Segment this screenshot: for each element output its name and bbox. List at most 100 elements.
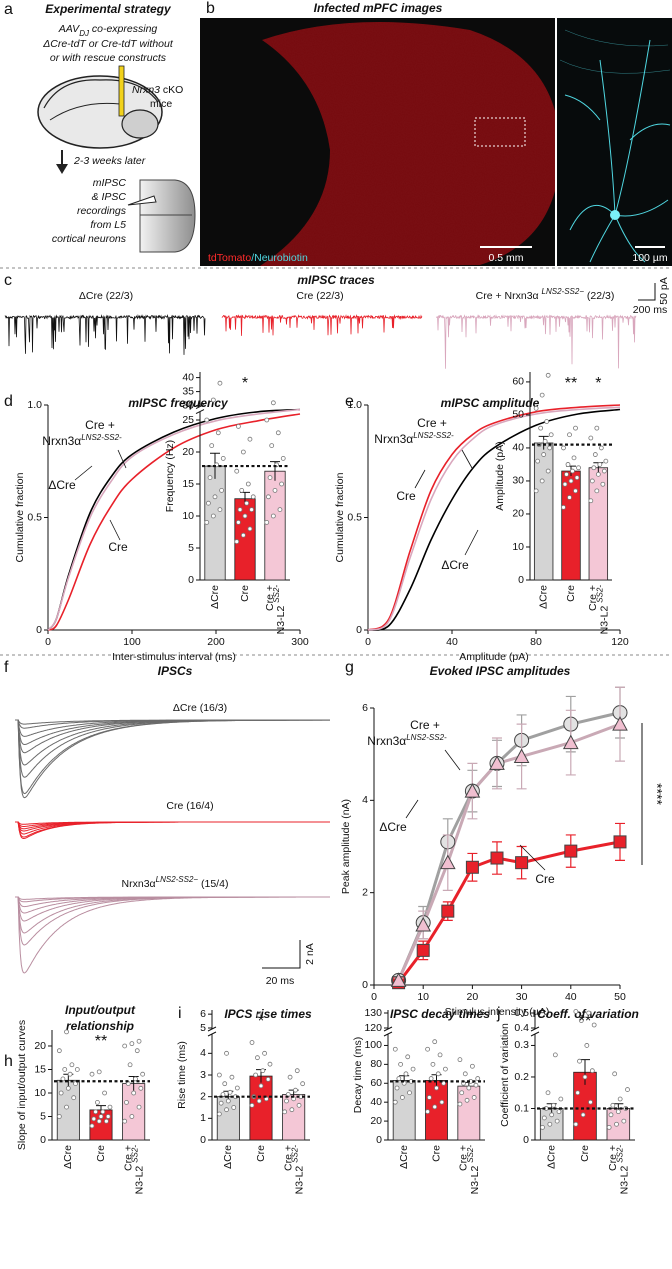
data-point bbox=[547, 1121, 553, 1127]
data-point bbox=[250, 494, 256, 500]
y-tick-label: 0 bbox=[362, 979, 368, 991]
data-point bbox=[405, 1054, 411, 1060]
x-tick-label: 50 bbox=[614, 991, 626, 1003]
y-tick-label: 0 bbox=[376, 1134, 382, 1146]
x-axis-label: Stimulus intensity (µA) bbox=[445, 1006, 550, 1018]
strategy-text: AAVDJ co-expressing bbox=[58, 23, 158, 38]
data-point bbox=[284, 1098, 289, 1104]
data-point bbox=[573, 488, 578, 494]
series-label: Cre + bbox=[410, 718, 440, 732]
series-line bbox=[47, 408, 301, 631]
data-point bbox=[235, 520, 241, 525]
series-line bbox=[397, 711, 621, 981]
data-point bbox=[96, 1069, 102, 1075]
series-label: Cre + bbox=[85, 418, 115, 432]
category-label-part: SS2- bbox=[130, 1145, 139, 1163]
chart-title: mIPSC frequency bbox=[128, 396, 229, 410]
category-label: Cre + bbox=[587, 585, 599, 611]
data-point bbox=[71, 1095, 77, 1101]
data-point bbox=[562, 481, 568, 487]
trace-label-part: LNS2-SS2− bbox=[156, 875, 199, 884]
y-tick-label: 60 bbox=[370, 1077, 382, 1089]
x-tick-label: 0 bbox=[365, 636, 371, 648]
y-tick-label: 1.0 bbox=[347, 399, 362, 411]
data-point bbox=[210, 513, 216, 519]
data-point bbox=[597, 462, 603, 467]
data-point bbox=[138, 1085, 144, 1091]
data-point bbox=[437, 1052, 443, 1058]
x-tick-label: 200 bbox=[207, 636, 225, 648]
data-point bbox=[122, 1043, 128, 1049]
x-tick-label: 10 bbox=[417, 991, 429, 1003]
category-label: Cre + bbox=[607, 1145, 619, 1171]
data-point bbox=[606, 1124, 612, 1130]
data-point bbox=[561, 445, 566, 451]
chart-title: Evoked IPSC amplitudes bbox=[430, 664, 571, 678]
ipsc-trace bbox=[15, 896, 330, 946]
schematic bbox=[37, 65, 196, 253]
data-point bbox=[533, 405, 539, 411]
data-point bbox=[122, 1118, 128, 1124]
data-point bbox=[255, 1055, 260, 1061]
data-point bbox=[102, 1090, 107, 1096]
category-label-part: N3-L2 bbox=[469, 1163, 481, 1195]
y-tick-label: 5 bbox=[200, 1022, 206, 1034]
data-point bbox=[265, 494, 271, 500]
bar bbox=[533, 442, 554, 581]
category-label: N3-L2 SS2- bbox=[465, 1145, 480, 1195]
data-point bbox=[545, 1090, 551, 1096]
y-tick-label: 30 bbox=[182, 399, 194, 411]
data-point bbox=[541, 452, 547, 457]
mipsc-trace bbox=[4, 314, 206, 355]
label-leader bbox=[461, 449, 473, 469]
data-point bbox=[217, 507, 223, 513]
data-point bbox=[398, 1061, 404, 1067]
data-point bbox=[240, 449, 246, 455]
y-tick-label: 0 bbox=[36, 624, 42, 636]
significance: * bbox=[595, 375, 601, 392]
strategy-text: ΔCre-tdT or Cre-tdT without bbox=[42, 38, 174, 50]
data-point bbox=[224, 1107, 229, 1113]
panel-letter: a bbox=[4, 1, 13, 18]
data-point bbox=[441, 1080, 447, 1086]
data-point bbox=[220, 455, 226, 461]
data-point bbox=[107, 1104, 113, 1110]
category-label: N3-L2 SS2- bbox=[595, 585, 610, 635]
category-label: Cre bbox=[579, 1145, 591, 1162]
data-point bbox=[134, 1048, 140, 1054]
data-point bbox=[565, 462, 571, 467]
y-tick-label: 0.5 bbox=[27, 511, 42, 523]
data-point bbox=[91, 1116, 97, 1122]
data-point bbox=[575, 1090, 581, 1096]
x-tick-label: 80 bbox=[530, 636, 542, 648]
series-label-part: Nrxn3α bbox=[374, 432, 413, 446]
axis-break bbox=[383, 1026, 393, 1037]
trace-label-part: Cre + Nrxn3α bbox=[476, 290, 542, 302]
y-tick-label: 25 bbox=[182, 414, 194, 426]
data-point bbox=[561, 504, 566, 510]
data-point bbox=[220, 1092, 226, 1097]
series-label-part: LNS2-SS2- bbox=[406, 733, 447, 742]
panel-letter: f bbox=[4, 659, 9, 676]
data-point bbox=[425, 1046, 431, 1052]
chart-title: IPCS rise times bbox=[224, 1007, 312, 1021]
chart-title: IPSC decay times bbox=[390, 1007, 490, 1021]
data-point bbox=[410, 1066, 416, 1072]
data-point bbox=[216, 1072, 222, 1078]
label-leader bbox=[519, 844, 546, 871]
data-point bbox=[552, 1052, 558, 1058]
data-point bbox=[100, 1109, 106, 1115]
category-label-part: SS2- bbox=[595, 585, 604, 603]
recording-label: recordings bbox=[77, 205, 127, 217]
data-point bbox=[551, 1102, 556, 1108]
category-label-part: N3-L2 bbox=[618, 1163, 630, 1195]
data-point bbox=[287, 1074, 293, 1080]
category-label: Cre + bbox=[264, 585, 276, 611]
data-point bbox=[625, 1087, 630, 1092]
data-point bbox=[426, 1095, 432, 1100]
data-point bbox=[67, 1071, 73, 1077]
category-label: Cre bbox=[430, 1145, 442, 1162]
data-point bbox=[396, 1076, 402, 1081]
data-point bbox=[544, 419, 550, 424]
category-label-part: N3-L2 bbox=[598, 603, 610, 635]
